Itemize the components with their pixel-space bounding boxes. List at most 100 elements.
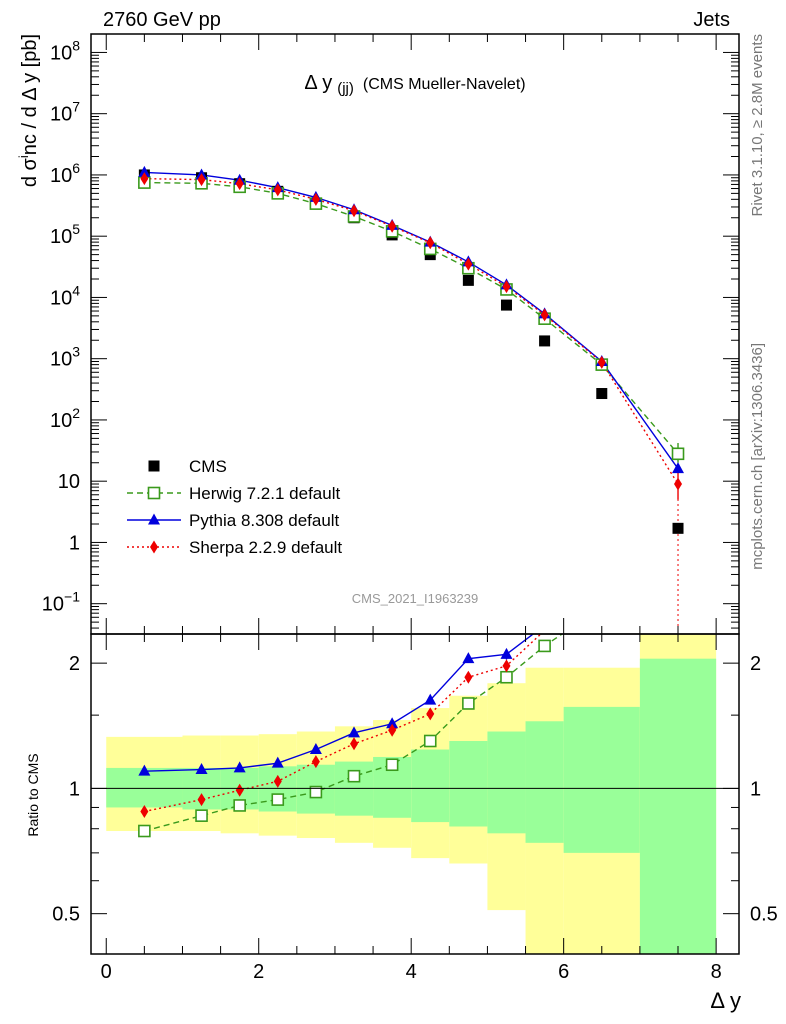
plot-title-rest: (CMS Mueller-Navelet) [363, 76, 526, 93]
ratio-data-point [385, 758, 399, 772]
main-series-line [144, 177, 679, 485]
ratio-uncertainty-bands [106, 634, 717, 954]
y-tick-label-base: 10 [42, 594, 64, 616]
y-tick-label: 108 [50, 37, 80, 64]
ratio-data-point [138, 824, 151, 838]
ratio-data-point [195, 763, 208, 775]
y-tick-label: 103 [50, 344, 80, 371]
y-tick-label: 107 [50, 99, 80, 126]
ratio-data-point [464, 670, 473, 684]
y-tick-label-base: 10 [50, 410, 72, 432]
ratio-data-point [350, 737, 359, 751]
y-tick-label-base: 10 [50, 349, 72, 371]
y-tick-label-base: 10 [50, 226, 72, 248]
ratio-data-point [233, 761, 246, 773]
ratio-data-point [140, 805, 149, 819]
ratio-band-inner-bin [487, 731, 526, 834]
y-tick-label-exponent: 3 [72, 344, 80, 360]
ratio-data-point [233, 799, 246, 812]
main-data-point [539, 335, 551, 347]
ratio-data-point [423, 734, 437, 748]
y-tick-label-exponent: 4 [72, 282, 80, 298]
y-tick-label-base: 10 [58, 471, 80, 493]
ratio-band-inner-bin [563, 706, 640, 853]
ratio-data-point [309, 785, 323, 799]
ratio-y-tick-label-left: 2 [69, 653, 80, 675]
main-data-point [138, 165, 151, 177]
main-data-point [140, 172, 149, 186]
y-label-a: d [19, 170, 41, 187]
y-tick-label: 1 [69, 532, 80, 554]
y-tick-label-exponent: 2 [72, 405, 80, 421]
legend-marker [147, 486, 161, 500]
x-tick-label: 0 [101, 961, 112, 983]
plot-title-main: Δ y [304, 72, 332, 94]
legend-marker [150, 540, 158, 554]
ratio-data-point [309, 743, 322, 755]
ratio-data-point [538, 639, 551, 653]
main-data-point [672, 522, 684, 534]
y-tick-label-exponent: 8 [72, 37, 80, 53]
legend-label: CMS [189, 457, 227, 476]
mcplots-reference-label: mcplots.cern.ch [arXiv:1306.3436] [749, 343, 766, 570]
ratio-band-inner-bin [411, 749, 450, 823]
y-tick-label-exponent: −1 [64, 589, 80, 605]
ratio-data-point [271, 756, 284, 768]
ratio-band-inner-bin [449, 740, 488, 827]
ratio-data-point [426, 707, 435, 721]
ratio-data-point [462, 697, 475, 710]
ratio-data-point [311, 755, 320, 769]
ratio-data-point [462, 652, 475, 664]
main-data-point [311, 192, 320, 206]
main-data-point [273, 183, 282, 197]
ratio-data-point [502, 659, 511, 673]
header-observable: Jets [693, 9, 730, 31]
rivet-version-label: Rivet 3.1.10, ≥ 2.8M events [749, 34, 766, 217]
main-data-point [671, 447, 685, 461]
y-tick-label: 102 [50, 405, 80, 432]
y-tick-label: 104 [50, 282, 80, 309]
y-tick-label: 10 [58, 471, 80, 493]
x-tick-label: 6 [558, 961, 569, 983]
main-data-point [597, 355, 606, 369]
ratio-data-point [424, 693, 437, 705]
main-data-point [462, 274, 474, 286]
ratio-data-point [235, 783, 244, 797]
ratio-data-point [386, 717, 399, 729]
ratio-y-tick-label-right: 1 [750, 778, 761, 800]
main-data-point [596, 388, 608, 400]
ratio-data-point [500, 670, 513, 684]
y-label-b: nc / d Δ y [pb] [19, 34, 41, 155]
ratio-plot-frame [90, 633, 740, 955]
ratio-data-point [197, 793, 206, 807]
ratio-data-point [271, 793, 285, 806]
legend-marker [148, 513, 160, 525]
ratio-data-point [138, 764, 151, 776]
y-tick-label-base: 10 [50, 287, 72, 309]
main-data-point [672, 462, 685, 474]
legend-item: Sherpa 2.2.9 default [127, 538, 342, 557]
y-tick-label-exponent: 5 [72, 221, 80, 237]
plot-title: Δ y (jj) (CMS Mueller-Navelet) [304, 72, 525, 97]
legend-label: Sherpa 2.2.9 default [189, 538, 342, 557]
main-series-line [144, 181, 679, 455]
main-data-point [197, 173, 206, 187]
main-data-point [502, 280, 511, 294]
y-tick-label-base: 10 [50, 42, 72, 64]
y-axis-label: d σinc / d Δ y [pb] [16, 34, 41, 187]
ratio-y-tick-label-left: 1 [69, 778, 80, 800]
ratio-series-line [144, 634, 563, 832]
x-tick-label: 4 [406, 961, 417, 983]
main-data-point [235, 177, 244, 191]
legend-label: Pythia 8.308 default [189, 511, 340, 530]
ratio-band-inner-bin [639, 658, 717, 954]
main-series-line [144, 171, 679, 470]
main-data-point [426, 236, 435, 250]
main-data-point [388, 219, 397, 233]
y-label-sup: i [16, 155, 31, 158]
main-data-point [674, 477, 683, 491]
x-tick-label: 2 [253, 961, 264, 983]
analysis-watermark: CMS_2021_I1963239 [352, 591, 479, 606]
